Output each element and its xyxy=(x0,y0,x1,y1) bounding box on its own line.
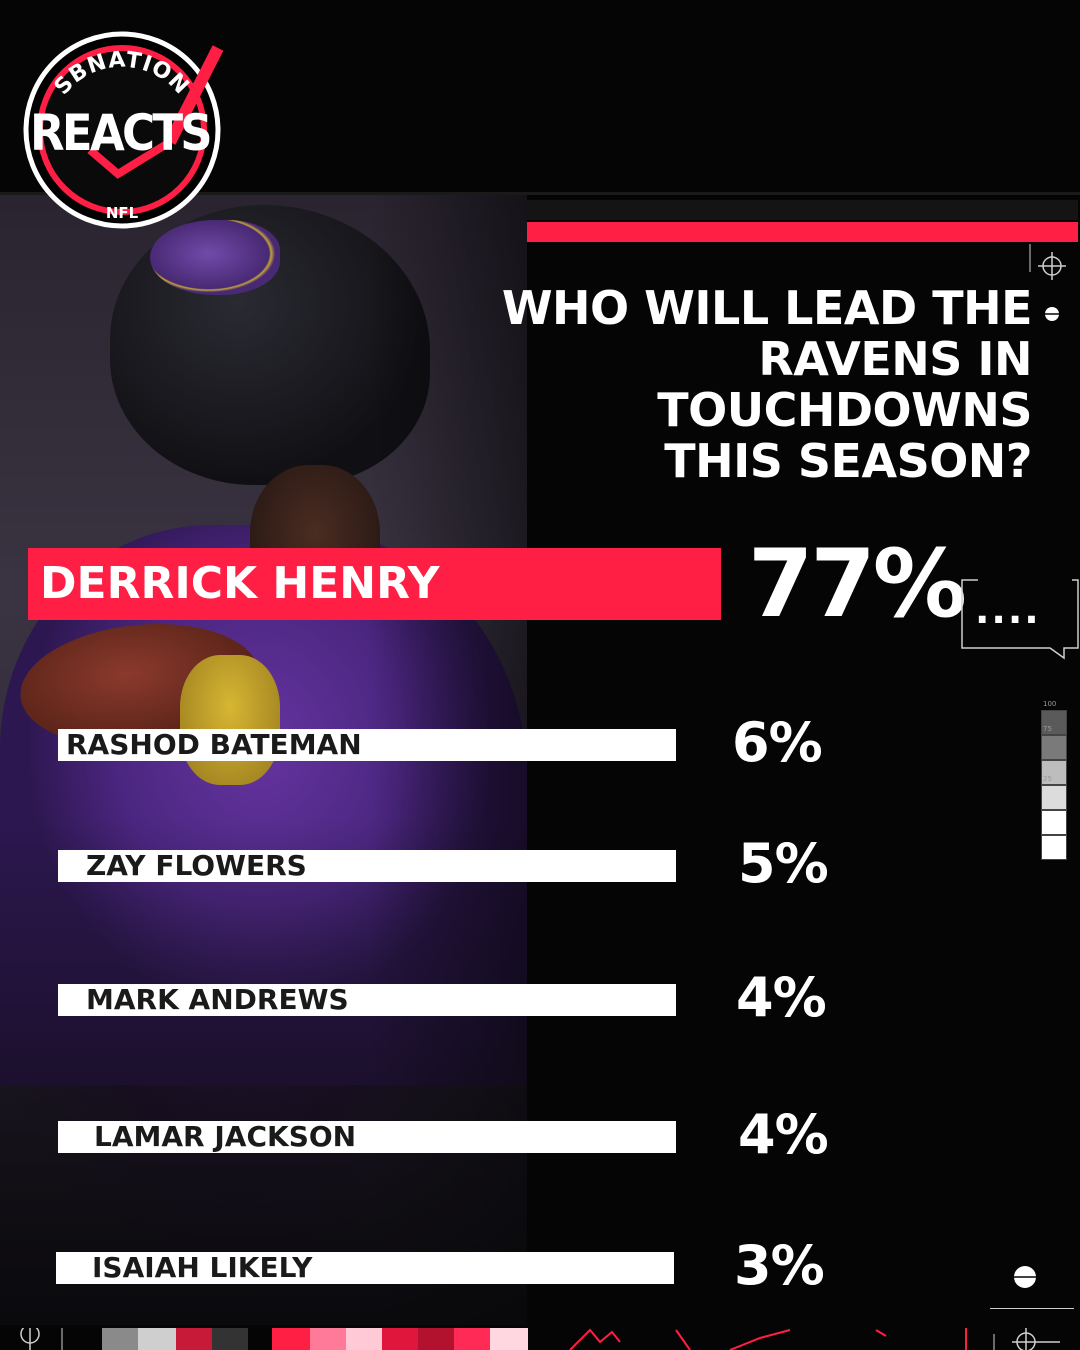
bar-label: ISAIAH LIKELY xyxy=(92,1251,313,1284)
value-label: 4% xyxy=(738,1103,829,1166)
bar-rashod-bateman: RASHOD BATEMAN xyxy=(58,729,676,761)
scale-decor: 100 75 25 xyxy=(1041,700,1067,864)
headline-line-2: RAVENS IN TOUCHDOWNS xyxy=(657,332,1032,437)
headline-line-3: THIS SEASON? xyxy=(664,434,1032,488)
value-label: 6% xyxy=(732,711,823,774)
bar-label: RASHOD BATEMAN xyxy=(66,728,362,761)
ellipsis-dots: .... xyxy=(975,588,1041,632)
headline-line-1: WHO WILL LEAD THE xyxy=(501,281,1033,335)
scale-step xyxy=(1041,810,1067,835)
bar-label: MARK ANDREWS xyxy=(86,983,349,1016)
bar-winner: DERRICK HENRY xyxy=(28,548,721,620)
bar-label: LAMAR JACKSON xyxy=(94,1120,357,1153)
value-label: 3% xyxy=(734,1234,825,1297)
scale-step xyxy=(1041,710,1067,735)
speech-bubble-outline xyxy=(961,579,1079,660)
crosshair-icon xyxy=(1029,244,1066,321)
bar-isaiah-likely: ISAIAH LIKELY xyxy=(56,1252,674,1284)
scale-step xyxy=(1041,835,1067,860)
scale-label: 25 xyxy=(1043,775,1052,783)
scale-step xyxy=(1041,785,1067,810)
poll-question: WHO WILL LEAD THE RAVENS IN TOUCHDOWNS T… xyxy=(392,281,1033,488)
bar-zay-flowers: ZAY FLOWERS xyxy=(58,850,676,882)
top-divider xyxy=(0,192,1080,195)
corner-line xyxy=(990,1308,1074,1309)
value-label: 77% xyxy=(748,530,967,639)
top-red-band xyxy=(527,222,1078,242)
bar-lamar-jackson: LAMAR JACKSON xyxy=(58,1121,676,1153)
bar-mark-andrews: MARK ANDREWS xyxy=(58,984,676,1016)
bottom-decor-strip xyxy=(0,1328,1080,1350)
scale-label: 75 xyxy=(1043,725,1052,733)
bar-label: DERRICK HENRY xyxy=(40,558,440,609)
scale-step xyxy=(1041,760,1067,785)
scale-step xyxy=(1041,735,1067,760)
target-dot-icon xyxy=(1014,1266,1036,1288)
top-grey-band xyxy=(527,200,1078,220)
value-label: 4% xyxy=(736,966,827,1029)
logo-main-text: REACTS xyxy=(30,104,210,162)
bar-label: ZAY FLOWERS xyxy=(86,849,307,882)
logo-bottom-text: NFL xyxy=(106,204,139,222)
value-label: 5% xyxy=(738,832,829,895)
sbnation-reacts-logo: SBNATION REACTS NFL xyxy=(23,31,224,229)
scale-label: 100 xyxy=(1043,700,1057,708)
